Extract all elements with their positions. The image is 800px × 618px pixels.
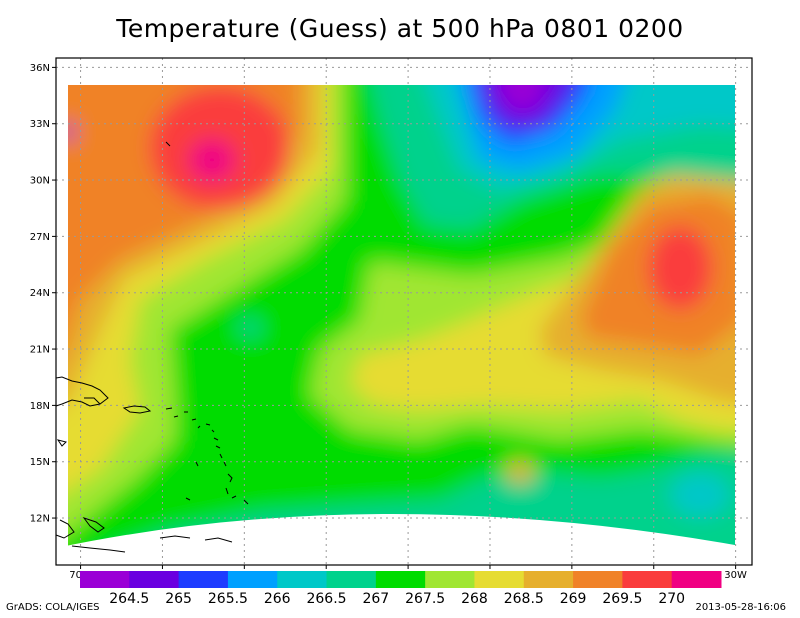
- colorbar-swatch: [622, 571, 673, 588]
- colorbar-label: 268.5: [504, 591, 544, 607]
- colorbar-swatch: [375, 571, 426, 588]
- footer-timestamp: 2013-05-28-16:06: [695, 602, 786, 613]
- colorbar-swatch: [277, 571, 328, 588]
- no-data-mask: [56, 58, 752, 565]
- lon-tick-label: 30W: [724, 570, 747, 581]
- lat-tick-label: 18N: [30, 401, 50, 412]
- lat-tick-label: 33N: [30, 119, 50, 130]
- footer-credit: GrADS: COLA/IGES: [6, 602, 100, 613]
- colorbar-label: 269.5: [602, 591, 642, 607]
- map-grid: [56, 58, 752, 565]
- colorbar-swatch: [523, 571, 574, 588]
- lat-tick-label: 15N: [30, 457, 50, 468]
- map-title: Temperature (Guess) at 500 hPa 0801 0200: [116, 14, 684, 43]
- lat-tick-label: 27N: [30, 232, 50, 243]
- colorbar-swatch: [326, 571, 377, 588]
- colorbar-label: 269: [560, 591, 587, 607]
- coastline-outlines: [55, 141, 249, 553]
- lat-tick-label: 21N: [30, 345, 50, 356]
- colorbar-label: 264.5: [109, 591, 149, 607]
- plot-frame: [55, 57, 753, 566]
- temperature-field: [56, 58, 752, 565]
- colorbar-swatch: [129, 571, 180, 588]
- colorbar-swatch: [573, 571, 623, 588]
- lat-tick-label: 24N: [30, 288, 50, 299]
- colorbar-swatch: [425, 571, 475, 588]
- colorbar-swatch: [227, 571, 278, 588]
- colorbar-label: 267.5: [405, 591, 445, 607]
- colorbar: 264.5 265 265.5 266 266.5 267 267.5 268 268.5 269…: [80, 571, 722, 607]
- colorbar-label: 265: [165, 591, 192, 607]
- colorbar-label: 266: [264, 591, 291, 607]
- colorbar-swatch: [80, 571, 130, 588]
- colorbar-label: 265.5: [208, 591, 248, 607]
- colorbar-label: 267: [362, 591, 389, 607]
- colorbar-label: 270: [658, 591, 685, 607]
- lat-tick-label: 36N: [30, 63, 50, 74]
- lat-tick-label: 30N: [30, 176, 50, 187]
- colorbar-label: 266.5: [306, 591, 346, 607]
- colorbar-swatch: [474, 571, 525, 588]
- lat-tick-label: 12N: [30, 514, 50, 525]
- latitude-tick-labels: 12N 15N 18N 21N 24N 27N 30N 33N 36N: [30, 63, 56, 525]
- colorbar-swatch: [671, 571, 722, 588]
- colorbar-label: 268: [461, 591, 488, 607]
- colorbar-swatch: [178, 571, 229, 588]
